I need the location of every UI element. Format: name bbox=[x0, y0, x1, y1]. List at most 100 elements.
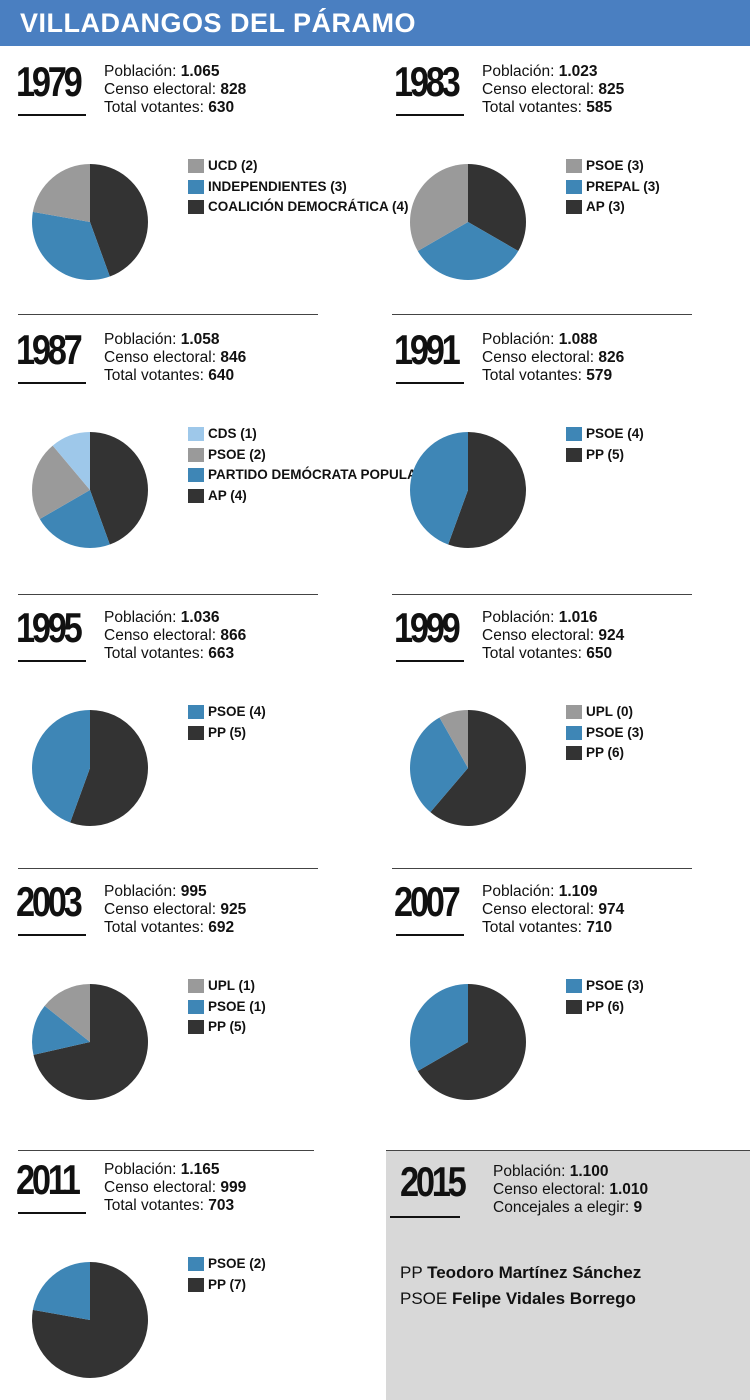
legend-item: PSOE (3) bbox=[566, 156, 660, 177]
stat-label: Población: bbox=[104, 609, 177, 626]
legend-item: UPL (1) bbox=[188, 976, 266, 997]
legend-item: COALICIÓN DEMOCRÁTICA (4) bbox=[188, 197, 409, 218]
section-divider bbox=[392, 314, 692, 315]
votantes-value: 663 bbox=[208, 645, 235, 662]
pie-slice bbox=[39, 490, 110, 548]
legend-swatch bbox=[566, 999, 582, 1014]
candidate-row: PP Teodoro Martínez Sánchez bbox=[400, 1260, 641, 1286]
legend-swatch bbox=[188, 179, 204, 194]
stats: Población: 1.016 Censo electoral: 924 Tota… bbox=[482, 609, 624, 663]
pie-slice bbox=[410, 717, 468, 813]
censo-value: 999 bbox=[220, 1179, 247, 1196]
legend-item: PP (7) bbox=[188, 1275, 266, 1296]
stat-label: Total votantes: bbox=[104, 919, 204, 936]
stat-label: Total votantes: bbox=[104, 367, 204, 384]
stat-label: Población: bbox=[104, 1161, 177, 1178]
legend: PSOE (3) PREPAL (3) AP (3) bbox=[566, 156, 660, 218]
legend-label: COALICIÓN DEMOCRÁTICA (4) bbox=[208, 199, 409, 214]
legend-item: PSOE (2) bbox=[188, 1254, 266, 1275]
pie-slice bbox=[90, 432, 148, 545]
legend-label: PSOE (2) bbox=[208, 446, 266, 462]
pie-slice bbox=[32, 1005, 90, 1055]
legend-swatch bbox=[566, 427, 582, 442]
legend-swatch bbox=[188, 200, 204, 215]
page-title: VILLADANGOS DEL PÁRAMO bbox=[0, 0, 750, 46]
pie-slice bbox=[448, 432, 526, 548]
legend-label: INDEPENDIENTES (3) bbox=[208, 178, 347, 194]
votantes-value: 692 bbox=[208, 919, 235, 936]
section-divider bbox=[18, 594, 318, 595]
stats: Población: 1.088 Censo electoral: 826 Tota… bbox=[482, 331, 624, 385]
election-block: 2003 Población: 995 Censo electoral: 925 To… bbox=[0, 870, 375, 1140]
election-block: 1979 Población: 1.065 Censo electoral: 828… bbox=[0, 50, 409, 320]
stat-label: Población: bbox=[104, 63, 177, 80]
legend-swatch bbox=[566, 705, 582, 720]
pie-slice bbox=[417, 984, 526, 1100]
election-block: 2011 Población: 1.165 Censo electoral: 999… bbox=[0, 1148, 375, 1400]
legend-label: PP (5) bbox=[208, 1019, 247, 1034]
section-divider bbox=[392, 868, 692, 869]
legend-swatch bbox=[566, 979, 582, 994]
censo-value: 866 bbox=[220, 627, 247, 644]
legend-item: PSOE (2) bbox=[188, 445, 447, 466]
candidate-party: PP bbox=[400, 1263, 423, 1282]
legend-label: AP (4) bbox=[208, 487, 247, 503]
poblacion-value: 1.036 bbox=[180, 609, 220, 626]
election-block: 1983 Población: 1.023 Censo electoral: 825… bbox=[378, 50, 750, 320]
year-underline bbox=[18, 1212, 86, 1214]
legend-swatch bbox=[566, 179, 582, 194]
legend-label: PP (7) bbox=[208, 1276, 247, 1292]
poblacion-value: 1.058 bbox=[180, 331, 220, 348]
pie-slice bbox=[90, 164, 148, 277]
stats: Población: 1.058 Censo electoral: 846 Tota… bbox=[104, 331, 246, 385]
votantes-value: 585 bbox=[586, 99, 613, 116]
legend-label: PSOE (3) bbox=[586, 724, 644, 740]
stat-label: Total votantes: bbox=[482, 919, 582, 936]
legend: PSOE (4) PP (5) bbox=[566, 424, 644, 465]
legend-item: PSOE (4) bbox=[188, 702, 266, 723]
stats-2015: Población: 1.100 Censo electoral: 1.010 … bbox=[493, 1163, 648, 1217]
legend-item: PSOE (4) bbox=[566, 424, 644, 445]
pie-chart bbox=[32, 432, 148, 548]
panel-2015: 2015 Población: 1.100 Censo electoral: 1… bbox=[386, 1150, 750, 1400]
legend-swatch bbox=[188, 1257, 204, 1272]
pie-slice bbox=[32, 1262, 90, 1320]
censo-value: 924 bbox=[598, 627, 625, 644]
censo-value: 826 bbox=[598, 349, 625, 366]
section-divider bbox=[392, 594, 692, 595]
legend-label: PP (6) bbox=[586, 745, 625, 760]
section-divider bbox=[18, 1150, 314, 1151]
stat-label: Población: bbox=[493, 1163, 566, 1180]
candidate-row: PSOE Felipe Vidales Borrego bbox=[400, 1286, 641, 1312]
stat-label: Población: bbox=[482, 609, 555, 626]
legend-item: PP (5) bbox=[188, 723, 266, 744]
censo-value: 825 bbox=[598, 81, 625, 98]
year-underline bbox=[396, 934, 464, 936]
pie-chart bbox=[410, 432, 526, 548]
poblacion-value: 1.100 bbox=[569, 1163, 609, 1180]
pie-chart bbox=[32, 1262, 148, 1378]
legend-swatch bbox=[188, 705, 204, 720]
votantes-value: 640 bbox=[208, 367, 235, 384]
year-underline bbox=[18, 114, 86, 116]
candidate-name: Felipe Vidales Borrego bbox=[451, 1289, 636, 1308]
stat-label: Total votantes: bbox=[482, 645, 582, 662]
stat-label: Censo electoral: bbox=[482, 81, 595, 98]
year-label: 2015 bbox=[400, 1158, 467, 1205]
stat-label: Total votantes: bbox=[104, 1197, 204, 1214]
legend-swatch bbox=[188, 999, 204, 1014]
section-divider bbox=[18, 868, 318, 869]
censo-value: 974 bbox=[598, 901, 625, 918]
legend-item: PSOE (1) bbox=[188, 997, 266, 1018]
legend-swatch bbox=[188, 725, 204, 740]
legend: UPL (1) PSOE (1) PP (5) bbox=[188, 976, 266, 1038]
legend-swatch bbox=[566, 725, 582, 740]
legend-item: PARTIDO DEMÓCRATA POPULAR (2) bbox=[188, 465, 447, 486]
stat-label: Censo electoral: bbox=[493, 1181, 606, 1198]
legend-label: AP (3) bbox=[586, 199, 625, 214]
legend-item: PREPAL (3) bbox=[566, 177, 660, 198]
year-label: 1979 bbox=[16, 58, 83, 105]
stats: Población: 1.036 Censo electoral: 866 Tota… bbox=[104, 609, 246, 663]
legend: UPL (0) PSOE (3) PP (6) bbox=[566, 702, 644, 764]
legend-item: AP (4) bbox=[188, 486, 447, 507]
